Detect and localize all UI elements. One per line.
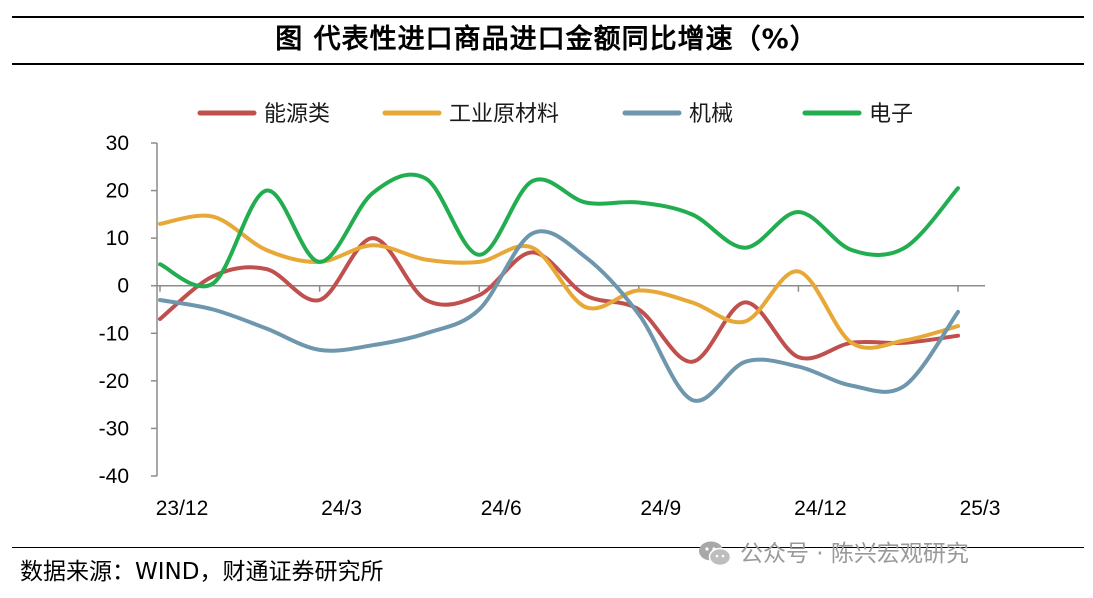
legend-label: 机械 [689,102,733,127]
y-tick-label: 10 [106,227,129,250]
series-line-3 [158,229,960,403]
y-tick-label: -20 [99,370,129,393]
legend-label: 电子 [869,102,913,127]
x-axis: 23/12 24/3 24/6 24/9 24/12 25/3 [156,284,1001,520]
top-rule [12,16,1084,18]
watermark-text: 公众号 · 陈兴宏观研究 [740,541,969,567]
title-rule [12,63,1084,65]
y-tick-label: -30 [99,417,129,440]
series-line-1 [158,236,960,364]
y-tick-label: 20 [106,180,129,203]
series-line-2 [158,213,960,350]
x-tick-label: 24/6 [481,497,522,520]
y-tick-label: 30 [106,132,129,155]
chart-title: 图 代表性进口商品进口金额同比增速（%） [275,24,818,55]
y-tick-label: -40 [99,465,129,488]
x-tick-label: 24/3 [321,497,362,520]
x-tick-label: 24/12 [794,497,847,520]
wechat-icon [699,541,732,567]
watermark: 公众号 · 陈兴宏观研究 [698,537,969,571]
series-group [158,172,960,403]
y-axis: 30 20 10 0 -10 -20 -30 -40 [99,132,158,488]
x-tick-label: 23/12 [156,497,209,520]
bottom-rule [12,547,1084,548]
series-line-4 [158,172,960,289]
x-tick-label: 25/3 [960,497,1001,520]
legend-label: 工业原材料 [449,102,559,127]
x-tick-label: 24/9 [640,497,681,520]
y-tick-label: -10 [99,322,129,345]
chart-legend: 能源类 工业原材料 机械 电子 [197,102,913,127]
source-note: 数据来源：WIND，财通证券研究所 [20,559,384,585]
y-tick-label: 0 [117,275,129,298]
legend-label: 能源类 [264,102,330,127]
